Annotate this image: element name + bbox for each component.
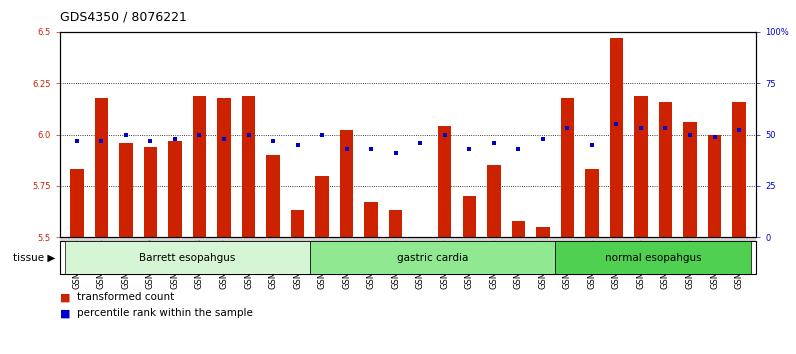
Bar bbox=[610, 38, 623, 237]
Point bbox=[316, 132, 329, 137]
Point bbox=[193, 132, 206, 137]
Text: normal esopahgus: normal esopahgus bbox=[605, 252, 701, 263]
Point bbox=[439, 132, 451, 137]
Bar bbox=[389, 211, 403, 237]
FancyBboxPatch shape bbox=[310, 241, 555, 274]
Bar bbox=[487, 165, 501, 237]
Bar bbox=[217, 98, 231, 237]
Text: ■: ■ bbox=[60, 308, 70, 318]
Point bbox=[634, 126, 647, 131]
Point bbox=[561, 126, 574, 131]
Point bbox=[267, 138, 279, 143]
Bar bbox=[560, 98, 574, 237]
Bar bbox=[634, 96, 648, 237]
Point bbox=[463, 146, 476, 152]
Text: tissue ▶: tissue ▶ bbox=[14, 252, 56, 263]
Bar bbox=[95, 98, 108, 237]
Point bbox=[487, 140, 500, 145]
Bar bbox=[193, 96, 206, 237]
Bar bbox=[462, 196, 476, 237]
Point bbox=[340, 146, 353, 152]
Point bbox=[144, 138, 157, 143]
Bar bbox=[340, 130, 353, 237]
Point bbox=[217, 136, 230, 142]
Bar bbox=[683, 122, 696, 237]
Point bbox=[537, 136, 549, 142]
Text: transformed count: transformed count bbox=[77, 292, 174, 302]
FancyBboxPatch shape bbox=[64, 241, 310, 274]
Point bbox=[414, 140, 427, 145]
Bar bbox=[168, 141, 181, 237]
Bar bbox=[291, 211, 304, 237]
Bar bbox=[144, 147, 157, 237]
Point bbox=[95, 138, 107, 143]
Point bbox=[684, 132, 696, 137]
Point bbox=[169, 136, 181, 142]
Point bbox=[291, 142, 304, 148]
Bar bbox=[365, 202, 378, 237]
Text: ■: ■ bbox=[60, 292, 70, 302]
Bar bbox=[659, 102, 672, 237]
Point bbox=[708, 134, 721, 139]
Bar bbox=[315, 176, 329, 237]
Text: Barrett esopahgus: Barrett esopahgus bbox=[139, 252, 236, 263]
Point bbox=[610, 121, 622, 127]
Bar bbox=[536, 227, 549, 237]
Bar bbox=[732, 102, 746, 237]
Point bbox=[512, 146, 525, 152]
Point bbox=[732, 127, 745, 133]
Point bbox=[119, 132, 132, 137]
Point bbox=[365, 146, 377, 152]
Point bbox=[659, 126, 672, 131]
Bar bbox=[708, 135, 721, 237]
Text: gastric cardia: gastric cardia bbox=[396, 252, 468, 263]
Bar bbox=[242, 96, 256, 237]
FancyBboxPatch shape bbox=[555, 241, 751, 274]
Bar bbox=[512, 221, 525, 237]
Point bbox=[242, 132, 255, 137]
Bar bbox=[70, 170, 84, 237]
Point bbox=[586, 142, 599, 148]
Point bbox=[389, 150, 402, 156]
Bar bbox=[267, 155, 280, 237]
Bar bbox=[585, 170, 599, 237]
Point bbox=[71, 138, 84, 143]
Bar bbox=[119, 143, 133, 237]
Text: GDS4350 / 8076221: GDS4350 / 8076221 bbox=[60, 11, 186, 24]
Bar bbox=[438, 126, 451, 237]
Text: percentile rank within the sample: percentile rank within the sample bbox=[77, 308, 253, 318]
